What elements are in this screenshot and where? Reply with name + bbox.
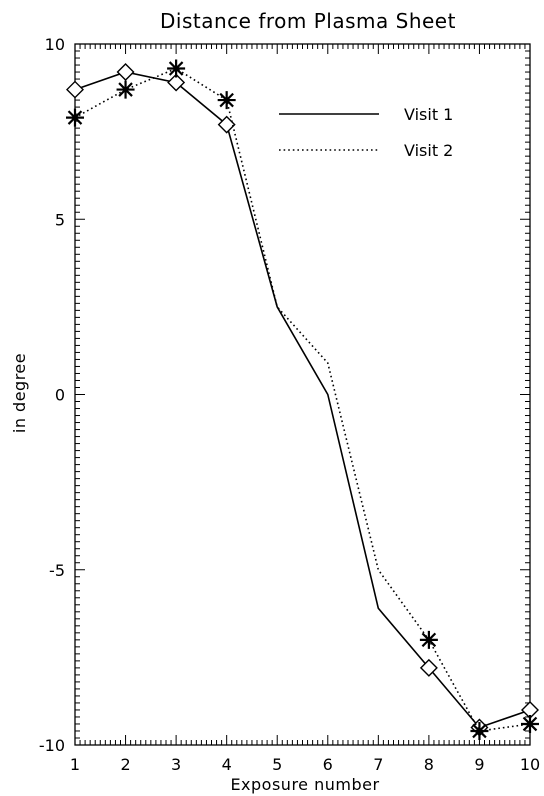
tick-labels: 1 2 3 4 5 6 7 8 9 10 -10 -5 0 5 10: [39, 35, 540, 774]
x-tick-label: 6: [323, 755, 333, 774]
x-tick-label: 7: [373, 755, 383, 774]
y-tick-label: 10: [45, 35, 65, 54]
series-2-point: [66, 108, 84, 127]
chart-title: Distance from Plasma Sheet: [160, 9, 456, 33]
series-2-point: [521, 714, 539, 733]
series-1-point: [66, 80, 84, 99]
y-axis-title: in degree: [10, 353, 29, 433]
x-axis-title: Exposure number: [230, 775, 379, 794]
plot-frame: [74, 43, 531, 746]
x-tick-label: 10: [520, 755, 540, 774]
x-tick-label: 2: [120, 755, 130, 774]
plot-border: [74, 43, 531, 746]
x-tick-label: 9: [474, 755, 484, 774]
legend-label-1: Visit 1: [404, 105, 453, 124]
y-tick-label: -10: [39, 736, 65, 755]
axis-ticks: [74, 43, 531, 746]
y-tick-label: 0: [55, 386, 65, 405]
series-2-point: [470, 721, 489, 740]
series-2-point: [217, 91, 236, 110]
legend: Visit 1 Visit 2: [279, 105, 453, 160]
x-tick-label: 3: [171, 755, 181, 774]
series-2: [66, 59, 539, 740]
series-layer: [66, 59, 539, 740]
series-2-point: [419, 630, 438, 649]
series-2-point: [116, 80, 135, 99]
series-2-point: [167, 59, 186, 78]
series-1: [66, 63, 539, 737]
y-tick-label: -5: [49, 561, 65, 580]
x-tick-label: 8: [424, 755, 434, 774]
x-tick-label: 1: [70, 755, 80, 774]
series-1-point: [167, 73, 186, 92]
series-1-point: [419, 658, 438, 677]
x-tick-label: 4: [222, 755, 232, 774]
x-tick-label: 5: [272, 755, 282, 774]
series-1-point: [116, 63, 135, 82]
y-tick-label: 5: [55, 210, 65, 229]
series-1-line: [74, 71, 531, 729]
series-2-line: [74, 67, 531, 732]
legend-label-2: Visit 2: [404, 141, 453, 160]
